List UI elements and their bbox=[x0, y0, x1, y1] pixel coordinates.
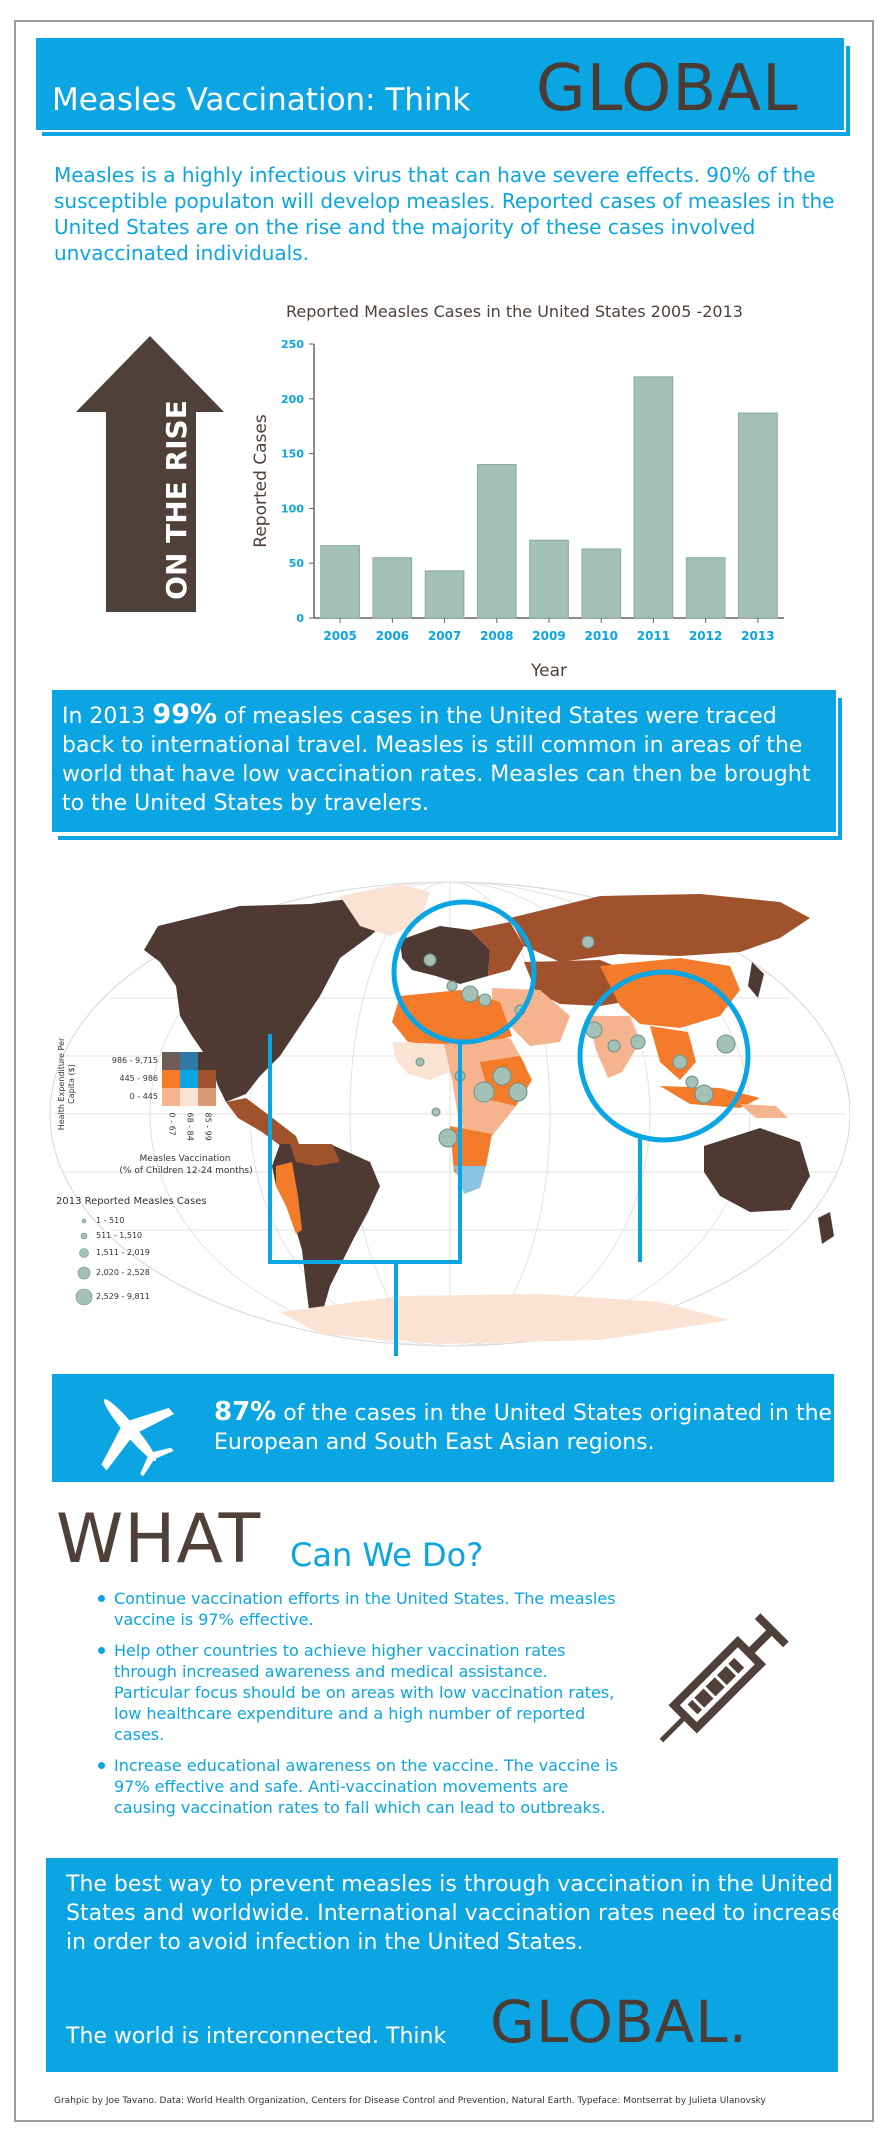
expenditure-title: Health Expenditure Per Capita ($) bbox=[57, 1037, 76, 1131]
map-australia bbox=[704, 1128, 810, 1212]
bar-2013 bbox=[738, 412, 778, 619]
y-tick-label: 50 bbox=[289, 557, 305, 570]
x-tick-label: 2006 bbox=[376, 629, 409, 643]
vaccination-col-3: 85 - 99 bbox=[203, 1112, 213, 1141]
y-tick-label: 200 bbox=[281, 393, 304, 406]
arrow-label: ON THE RISE bbox=[160, 400, 193, 600]
rising-arrow bbox=[76, 336, 224, 612]
map-new-guinea bbox=[740, 1104, 788, 1118]
region-text: of the cases in the United States origin… bbox=[214, 1401, 833, 1455]
cases-title: 2013 Reported Measles Cases bbox=[56, 1196, 207, 1207]
what-heading: WHAT bbox=[56, 1500, 262, 1579]
region-box bbox=[52, 1374, 834, 1482]
travel-pre: In 2013 bbox=[62, 704, 153, 729]
can-we-do-heading: Can We Do? bbox=[290, 1536, 484, 1574]
region-paragraph: 87% of the cases in the United States or… bbox=[214, 1398, 834, 1457]
bivariate-grid bbox=[162, 1052, 216, 1106]
bar-2009 bbox=[529, 539, 569, 619]
vaccination-col-1: 0 - 67 bbox=[167, 1112, 177, 1136]
credits: Grahpic by Joe Tavano. Data: World Healt… bbox=[54, 2096, 766, 2106]
airplane-icon bbox=[101, 1399, 174, 1476]
y-tick-label: 150 bbox=[281, 448, 304, 461]
expenditure-row-2: 445 - 986 bbox=[119, 1074, 158, 1083]
map-middle-east bbox=[492, 988, 570, 1046]
bar-2011 bbox=[633, 376, 674, 619]
action-list: Continue vaccination efforts in the Unit… bbox=[98, 1588, 618, 1828]
travel-highlight: 99% bbox=[152, 699, 218, 730]
arrow-shape bbox=[76, 336, 224, 612]
world-map bbox=[49, 881, 850, 1356]
action-item: Help other countries to achieve higher v… bbox=[98, 1640, 618, 1745]
x-tick-label: 2012 bbox=[689, 629, 722, 643]
case-size-dots bbox=[75, 1218, 93, 1306]
map-northern-south-america bbox=[290, 1144, 340, 1166]
vaccination-title-2: (% of Children 12-24 months) bbox=[119, 1166, 253, 1176]
page-frame bbox=[14, 20, 874, 2122]
travel-box bbox=[52, 690, 836, 832]
header-banner: Measles Vaccination: Think GLOBAL bbox=[36, 38, 844, 130]
map-eastern-europe bbox=[470, 922, 524, 976]
y-tick-label: 100 bbox=[281, 502, 304, 515]
chart-title: Reported Measles Cases in the United Sta… bbox=[286, 302, 743, 321]
bar-2007 bbox=[424, 570, 465, 619]
header-global: GLOBAL bbox=[536, 52, 799, 126]
expenditure-row-1: 986 - 9,715 bbox=[111, 1056, 158, 1065]
page-title: Measles Vaccination: Think bbox=[52, 82, 471, 118]
case-circles bbox=[415, 935, 736, 1148]
map-central-america bbox=[226, 1098, 302, 1152]
conclusion-global: GLOBAL. bbox=[490, 1988, 749, 2056]
x-tick-label: 2013 bbox=[741, 629, 774, 643]
x-tick-label: 2007 bbox=[428, 629, 461, 643]
conclusion-box bbox=[46, 1858, 838, 2072]
map-andes bbox=[276, 1162, 302, 1234]
bar-2008 bbox=[476, 464, 517, 619]
callout-frame bbox=[268, 1034, 462, 1264]
x-tick-label: 2009 bbox=[532, 629, 565, 643]
conclusion-line: The world is interconnected. Think bbox=[66, 2024, 447, 2049]
x-tick-label: 2010 bbox=[585, 629, 618, 643]
travel-post: of measles cases in the United States we… bbox=[62, 704, 811, 816]
asia-highlight-circle bbox=[577, 969, 751, 1143]
map-europe bbox=[400, 926, 490, 984]
vaccination-col-2: 68 - 84 bbox=[185, 1112, 195, 1141]
map-greenland bbox=[340, 884, 430, 936]
case-range-4: 2,020 - 2,528 bbox=[96, 1268, 150, 1277]
x-tick-label: 2005 bbox=[323, 629, 356, 643]
conclusion-paragraph: The best way to prevent measles is throu… bbox=[66, 1872, 845, 1955]
travel-paragraph: In 2013 99% of measles cases in the Unit… bbox=[62, 700, 832, 818]
map-new-zealand bbox=[818, 1212, 834, 1244]
bar-2012 bbox=[685, 557, 726, 619]
map-south-america bbox=[272, 1144, 380, 1318]
case-range-5: 2,529 - 9,811 bbox=[96, 1292, 150, 1301]
bar-2006 bbox=[372, 557, 413, 619]
syringe-icon bbox=[659, 1613, 789, 1743]
header-shadow bbox=[42, 46, 850, 136]
case-range-1: 1 - 510 bbox=[96, 1216, 125, 1225]
x-axis-label: Year bbox=[530, 661, 567, 676]
y-tick-label: 250 bbox=[281, 338, 304, 351]
region-highlight: 87% bbox=[214, 1397, 277, 1427]
action-item: Continue vaccination efforts in the Unit… bbox=[98, 1588, 618, 1630]
vaccination-title-1: Measles Vaccination bbox=[139, 1154, 231, 1164]
expenditure-row-3: 0 - 445 bbox=[129, 1092, 158, 1101]
travel-box-shadow bbox=[58, 698, 842, 840]
map-antarctica bbox=[280, 1294, 730, 1344]
intro-paragraph: Measles is a highly infectious virus tha… bbox=[54, 163, 835, 265]
y-axis-label: Reported Cases bbox=[251, 414, 271, 548]
map-north-america bbox=[144, 896, 400, 1102]
case-size-legend: 1 - 510 511 - 1,510 1,511 - 2,019 2,020 … bbox=[70, 1214, 230, 1324]
bar-2005 bbox=[320, 545, 360, 619]
x-tick-label: 2011 bbox=[637, 629, 670, 643]
case-range-2: 511 - 1,510 bbox=[96, 1231, 143, 1240]
bar-2010 bbox=[581, 548, 622, 619]
x-tick-label: 2008 bbox=[480, 629, 513, 643]
y-tick-label: 0 bbox=[296, 612, 304, 625]
bar-chart: 0 50 100 150 200 250 2005 2006 2007 2008 2009 2010 2… bbox=[251, 338, 784, 676]
action-item: Increase educational awareness on the va… bbox=[98, 1755, 618, 1818]
map-japan bbox=[748, 962, 764, 998]
map-legend: Health Expenditure Per Capita ($) 986 - … bbox=[56, 1030, 276, 1290]
case-range-3: 1,511 - 2,019 bbox=[96, 1248, 150, 1257]
